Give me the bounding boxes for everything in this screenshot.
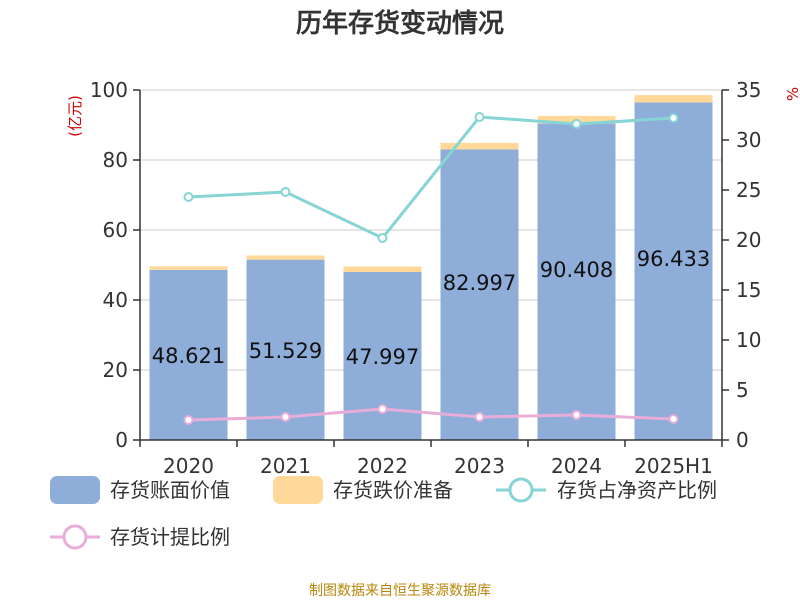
right-tick-label: 10 — [736, 328, 761, 352]
bar-value-label: 48.621 — [152, 344, 225, 368]
bar-value-label: 96.433 — [637, 247, 710, 271]
bar-series — [149, 95, 713, 441]
marker-provision — [280, 412, 291, 422]
left-axis-unit: (亿元) — [66, 95, 84, 137]
legend-marker-provision — [62, 524, 88, 550]
marker-share — [280, 187, 291, 197]
bar-reserve — [634, 95, 713, 103]
right-tick-label: 15 — [736, 278, 761, 302]
left-tick-label: 0 — [115, 428, 128, 452]
bar-book-value — [440, 149, 519, 440]
legend-swatch-reserve — [273, 476, 323, 504]
right-tick-label: 30 — [736, 128, 761, 152]
bar-book-value — [246, 259, 325, 440]
legend-label-book-value: 存货账面价值 — [110, 478, 230, 502]
x-tick-label: 2024 — [551, 454, 602, 478]
left-tick-label: 100 — [90, 78, 128, 102]
marker-provision — [183, 415, 194, 425]
grid-lines — [140, 89, 722, 371]
marker-provision — [571, 410, 582, 420]
legend-swatch-book-value — [50, 476, 100, 504]
marker-share — [571, 119, 582, 129]
right-tick-label: 5 — [736, 378, 749, 402]
bar-value-label: 47.997 — [346, 345, 419, 369]
marker-provision — [668, 414, 679, 424]
legend-marker-share — [508, 477, 534, 503]
marker-provision — [474, 412, 485, 422]
legend-label-share: 存货占净资产比例 — [557, 478, 717, 502]
bar-reserve — [246, 255, 325, 260]
right-tick-label: 35 — [736, 78, 761, 102]
x-tick-label: 2025H1 — [634, 454, 713, 478]
bar-value-label: 82.997 — [443, 271, 516, 295]
right-tick-label: 0 — [736, 428, 749, 452]
line-series — [183, 112, 679, 425]
bar-book-value — [634, 102, 713, 440]
right-axis-unit: % — [784, 87, 800, 101]
line-share-of-net-assets — [188, 115, 674, 240]
left-tick-label: 80 — [103, 148, 128, 172]
marker-share — [377, 233, 388, 243]
x-tick-label: 2022 — [357, 454, 408, 478]
right-tick-label: 25 — [736, 178, 761, 202]
legend-label-provision: 存货计提比例 — [110, 525, 230, 549]
legend: 存货账面价值 存货跌价准备 存货占净资产比例 存货计提比例 — [50, 476, 717, 550]
left-tick-label: 40 — [103, 288, 128, 312]
marker-provision — [377, 404, 388, 414]
bar-reserve — [149, 266, 228, 270]
legend-label-reserve: 存货跌价准备 — [333, 478, 453, 502]
data-source: 制图数据来自恒生聚源数据库 — [309, 583, 491, 599]
bar-reserve — [440, 142, 519, 150]
line-provision-ratio — [188, 407, 674, 422]
left-tick-label: 20 — [103, 358, 128, 382]
bar-value-label: 90.408 — [540, 258, 613, 282]
axes: 0 20 40 60 80 100 0 5 10 15 20 25 30 35 2020 2021 2022 20… — [90, 78, 762, 478]
chart-title: 历年存货变动情况 — [296, 8, 504, 39]
marker-share — [183, 192, 194, 202]
marker-share — [668, 113, 679, 123]
data-labels: 48.621 51.529 47.997 82.997 90.408 96.433 — [152, 247, 710, 369]
right-tick-label: 20 — [736, 228, 761, 252]
marker-share — [474, 112, 485, 122]
bar-book-value — [537, 123, 616, 441]
x-tick-label: 2020 — [163, 454, 214, 478]
bar-reserve — [343, 266, 422, 273]
bar-book-value — [149, 269, 228, 440]
bar-value-label: 51.529 — [249, 339, 322, 363]
left-tick-label: 60 — [103, 218, 128, 242]
x-tick-label: 2021 — [260, 454, 311, 478]
x-tick-label: 2023 — [454, 454, 505, 478]
